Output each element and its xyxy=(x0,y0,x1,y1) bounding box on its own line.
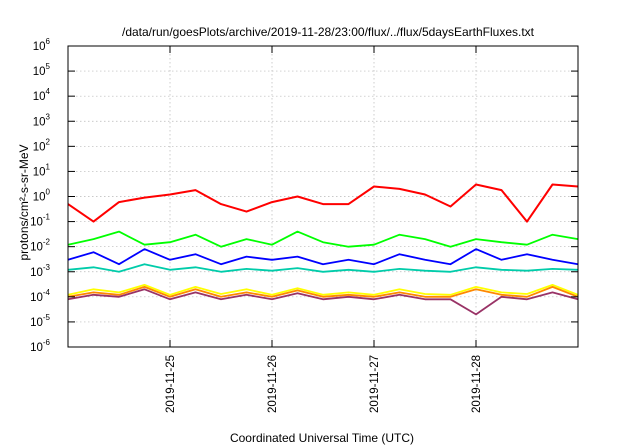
x-tick-label: 2019-11-27 xyxy=(369,355,381,413)
y-tick-label: 10-5 xyxy=(30,313,50,329)
y-tick-labels: 10-6 10-5 10-4 10-3 10-2 10-1 100 101 102 103 104 1… xyxy=(30,37,50,354)
plot-frame xyxy=(67,45,579,348)
series-line-5 xyxy=(67,283,579,296)
series-layer xyxy=(67,183,579,316)
x-tick-labels: 2019-11-25 2019-11-26 2019-11-27 2019-11-28 xyxy=(165,355,483,413)
y-tick-label: 105 xyxy=(33,62,51,78)
y-tick-label: 101 xyxy=(33,162,51,178)
series-line-6 xyxy=(67,285,579,298)
x-tick-label: 2019-11-26 xyxy=(267,355,279,413)
y-tick-label: 102 xyxy=(33,137,51,153)
x-axis-label: Coordinated Universal Time (UTC) xyxy=(230,431,414,445)
y-tick-label: 100 xyxy=(33,188,51,204)
chart-title: /data/run/goesPlots/archive/2019-11-28/2… xyxy=(122,25,535,39)
y-axis-label: protons/cm²-s-sr-MeV xyxy=(17,144,31,260)
series-line-1 xyxy=(67,183,579,223)
y-tick-label: 10-4 xyxy=(30,288,50,304)
y-tick-label: 10-2 xyxy=(30,238,50,254)
y-tick-label: 10-6 xyxy=(30,338,50,354)
y-tick-label: 10-3 xyxy=(30,263,50,279)
x-tick-label: 2019-11-25 xyxy=(165,355,177,413)
y-tick-label: 103 xyxy=(33,112,51,128)
y-tick-label: 106 xyxy=(33,37,51,53)
series-line-3 xyxy=(67,248,579,266)
y-tick-label: 10-1 xyxy=(30,213,50,229)
y-tick-label: 104 xyxy=(33,87,51,103)
series-line-4 xyxy=(67,263,579,273)
x-tick-label: 2019-11-28 xyxy=(471,355,483,413)
grid xyxy=(68,46,578,347)
series-line-7 xyxy=(67,288,579,316)
series-line-2 xyxy=(67,230,579,248)
